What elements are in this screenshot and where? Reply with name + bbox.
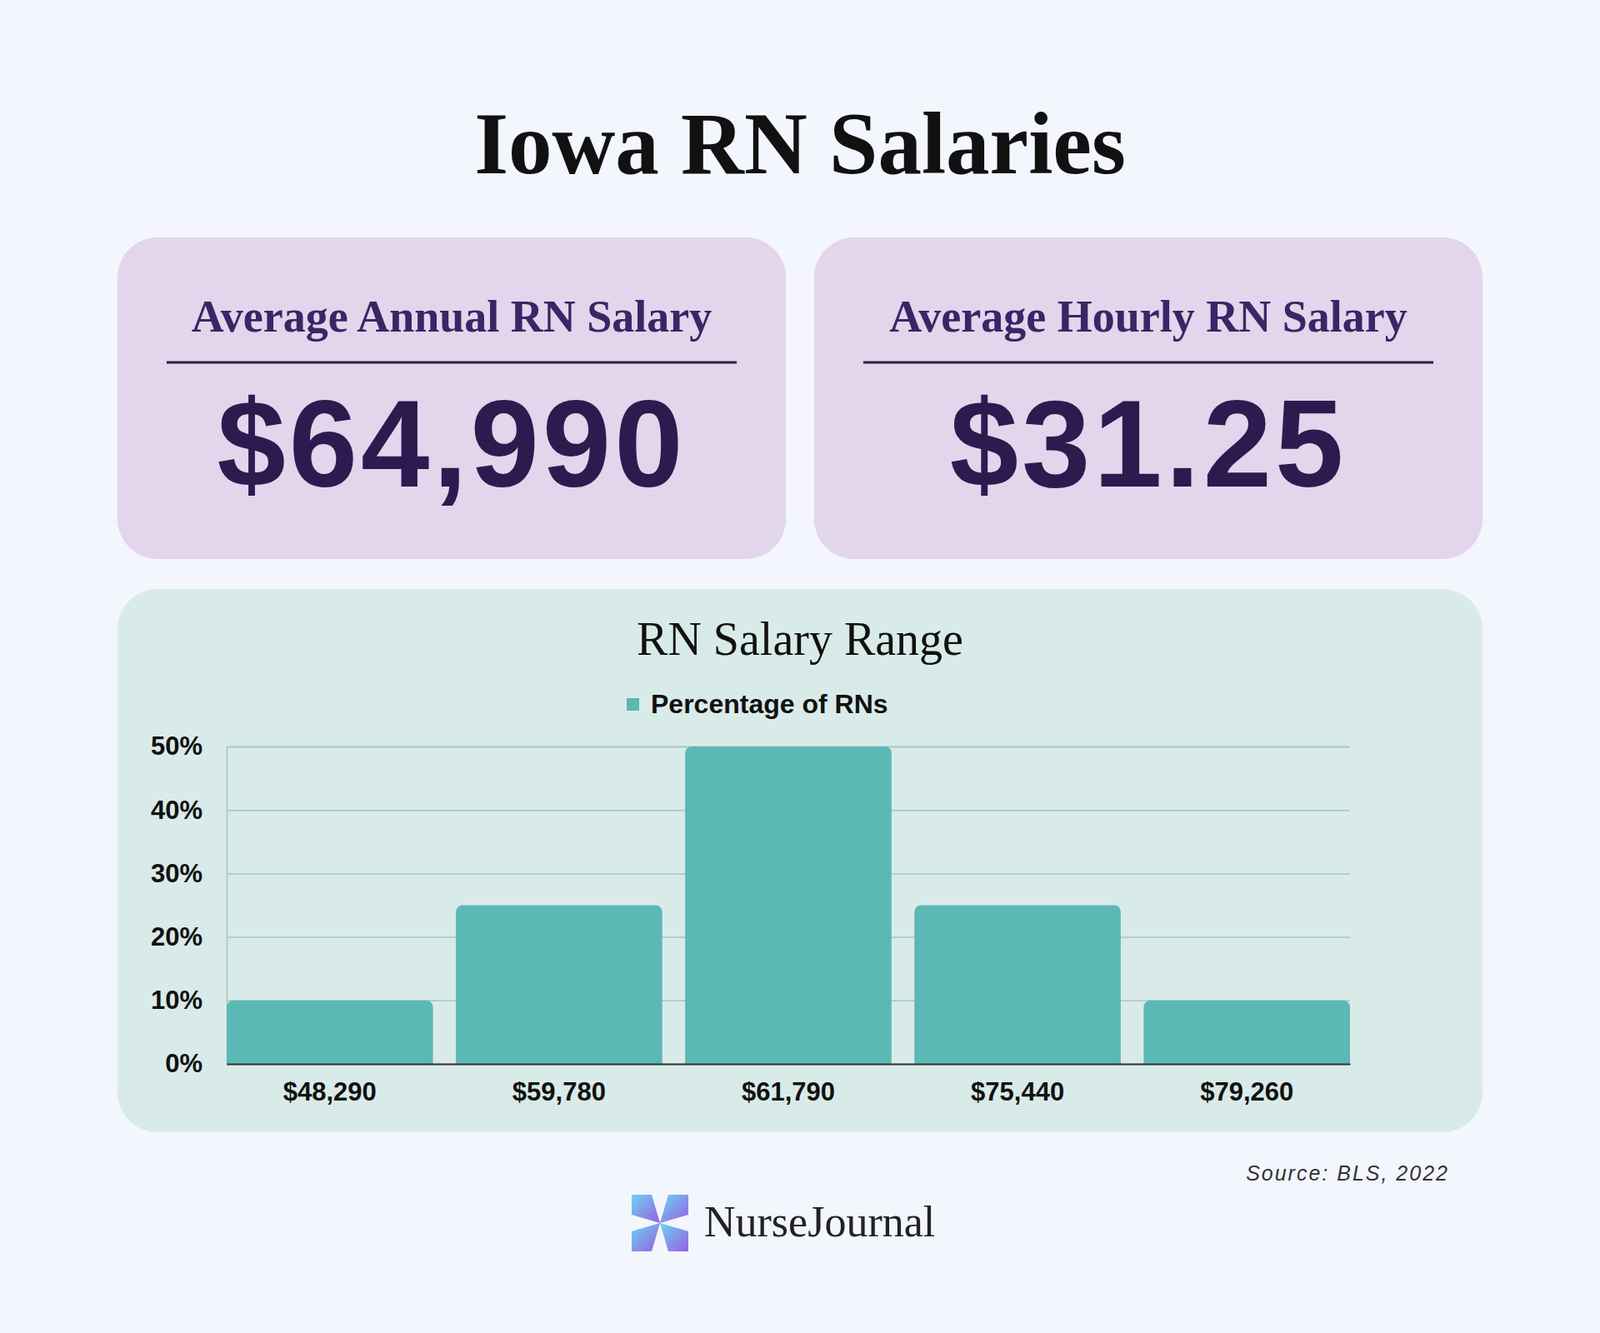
brand-icon-part bbox=[660, 1223, 689, 1252]
x-tick-label: $61,790 bbox=[741, 1077, 835, 1107]
x-tick-label: $59,780 bbox=[512, 1077, 606, 1107]
card-label: Average Hourly RN Salary bbox=[889, 291, 1407, 342]
source: Source: BLS, 2022 bbox=[1245, 1161, 1450, 1185]
page-title: Iowa RN Salaries bbox=[474, 95, 1126, 193]
card-value: $31.25 bbox=[950, 375, 1348, 513]
brand-icon-part bbox=[660, 1195, 689, 1224]
x-tick-label: $79,260 bbox=[1200, 1077, 1294, 1107]
bar bbox=[1143, 1000, 1350, 1065]
stat-card: Average Hourly RN Salary $31.25 bbox=[814, 237, 1483, 560]
bar bbox=[455, 905, 663, 1065]
card-background bbox=[814, 237, 1483, 560]
page: Iowa RN Salaries Average Annual RN Salary… bbox=[0, 0, 1600, 1333]
card-label: Average Annual RN Salary bbox=[191, 291, 713, 342]
x-tick: $75,440 bbox=[970, 1077, 1065, 1107]
legend: Percentage of RNs bbox=[626, 689, 889, 720]
brand-name: NurseJournal bbox=[704, 1198, 935, 1246]
y-tick-label: 10% bbox=[150, 985, 203, 1015]
brand-icon bbox=[631, 1195, 689, 1252]
y-tick-label: 20% bbox=[150, 922, 203, 952]
x-axis-line bbox=[227, 1064, 1351, 1066]
chart-panel: RN Salary Range Percentage of RNs 0% 10% 20%… bbox=[117, 589, 1483, 1133]
y-tick-label: 0% bbox=[165, 1049, 203, 1079]
bar bbox=[914, 905, 1121, 1065]
x-tick: $48,290 bbox=[283, 1077, 377, 1107]
y-tick-label: 40% bbox=[150, 795, 203, 825]
y-tick-label: 30% bbox=[150, 859, 203, 889]
card-background bbox=[117, 237, 786, 560]
background bbox=[0, 0, 1600, 1333]
bar bbox=[226, 1000, 434, 1065]
x-tick: $61,790 bbox=[741, 1077, 835, 1107]
x-tick: $59,780 bbox=[512, 1077, 606, 1107]
x-axis: $48,290 $59,780 $61,790 $75,440 $79,260 bbox=[227, 1065, 1351, 1108]
chart-title: RN Salary Range bbox=[636, 613, 964, 665]
chart-background bbox=[117, 589, 1483, 1133]
y-axis: 0% 10% 20% 30% 40% 50% bbox=[150, 731, 1350, 1079]
legend-label: Percentage of RNs bbox=[650, 689, 889, 720]
x-tick: $79,260 bbox=[1200, 1077, 1294, 1107]
card-value: $64,990 bbox=[217, 375, 687, 513]
bars bbox=[226, 746, 1350, 1065]
brand-icon-part bbox=[631, 1223, 660, 1252]
y-tick-label: 50% bbox=[150, 731, 203, 761]
card-divider bbox=[166, 361, 737, 365]
grid-line bbox=[226, 1064, 1350, 1066]
legend-swatch bbox=[626, 698, 640, 711]
card-divider bbox=[863, 361, 1434, 365]
bar bbox=[685, 746, 892, 1065]
x-tick-label: $75,440 bbox=[970, 1077, 1065, 1107]
x-tick-label: $48,290 bbox=[283, 1077, 377, 1107]
stat-card: Average Annual RN Salary $64,990 bbox=[117, 237, 786, 560]
brand-icon-part bbox=[631, 1195, 660, 1224]
